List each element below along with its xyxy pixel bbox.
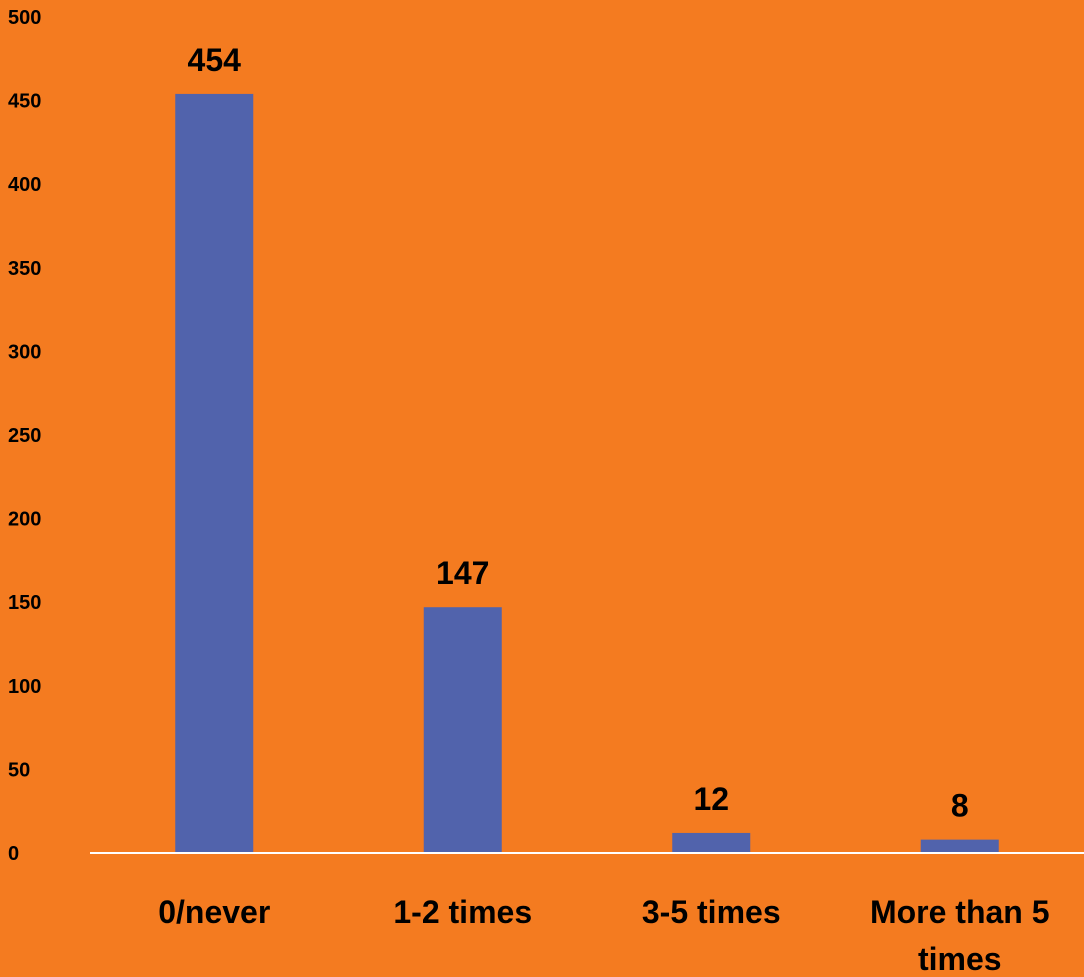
bar bbox=[672, 832, 751, 853]
data-labels: 454 147 12 8 bbox=[188, 42, 969, 824]
y-tick-label: 0 bbox=[8, 843, 19, 865]
y-tick-label: 450 bbox=[8, 91, 41, 113]
y-tick-label: 250 bbox=[8, 425, 41, 447]
x-tick-label-line: 0/never bbox=[158, 894, 270, 930]
x-tick-label: More than 5 times bbox=[870, 894, 1050, 977]
x-axis-ticks: 0/never 1-2 times 3-5 times More than 5 time… bbox=[158, 894, 1049, 977]
y-tick-label: 350 bbox=[8, 258, 41, 280]
x-tick-label-line: 1-2 times bbox=[393, 894, 532, 930]
bar bbox=[920, 839, 999, 853]
data-label: 12 bbox=[693, 781, 729, 817]
bar bbox=[175, 93, 254, 854]
bar bbox=[423, 607, 502, 853]
y-tick-label: 150 bbox=[8, 592, 41, 614]
x-tick-label-line: More than 5 bbox=[870, 894, 1050, 930]
bars bbox=[175, 93, 999, 854]
x-tick-label: 0/never bbox=[158, 894, 270, 930]
data-label: 454 bbox=[188, 42, 242, 78]
data-label: 8 bbox=[951, 788, 969, 824]
x-tick-label: 1-2 times bbox=[393, 894, 532, 930]
y-tick-label: 50 bbox=[8, 759, 30, 781]
x-tick-label: 3-5 times bbox=[642, 894, 781, 930]
x-tick-label-line: times bbox=[918, 941, 1002, 977]
x-tick-label-line: 3-5 times bbox=[642, 894, 781, 930]
y-tick-label: 300 bbox=[8, 341, 41, 363]
y-tick-label: 400 bbox=[8, 174, 41, 196]
y-tick-label: 100 bbox=[8, 676, 41, 698]
y-tick-label: 200 bbox=[8, 509, 41, 531]
data-label: 147 bbox=[436, 555, 489, 591]
y-tick-label: 500 bbox=[8, 7, 41, 29]
y-axis-ticks: 0 50 100 150 200 250 300 350 400 450 500 bbox=[8, 7, 41, 865]
